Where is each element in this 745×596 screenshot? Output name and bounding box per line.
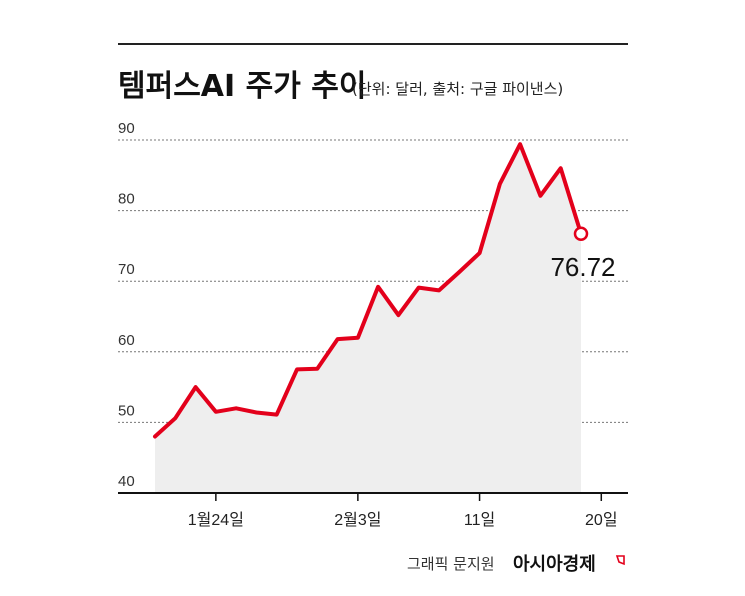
x-axis-ticks: 1월24일 2월3일 11일 20일: [188, 493, 618, 529]
area-fill: [155, 144, 581, 493]
chart-title: 템퍼스AI 주가 추이: [118, 69, 366, 104]
y-axis-ticks: 40 50 60 70 80 90: [118, 120, 135, 490]
last-point-marker: [573, 226, 589, 242]
x-tick-label: 1월24일: [188, 511, 244, 529]
series-line: [153, 142, 583, 439]
brand-logo-text: 아시아경제: [513, 554, 596, 575]
area-under-line: [155, 144, 581, 493]
x-tick-label: 2월3일: [334, 511, 381, 529]
x-tick-label: 20일: [585, 511, 618, 529]
unit-note: (단위: 달러, 출처: 구글 파이낸스): [352, 80, 563, 98]
last-value-label: 76.72: [550, 252, 615, 282]
y-tick-label: 90: [118, 120, 135, 137]
price-line: [153, 142, 589, 439]
y-tick-label: 70: [118, 261, 135, 278]
brand-logo-mark: [615, 555, 625, 566]
y-tick-label: 80: [118, 191, 135, 208]
y-tick-label: 60: [118, 332, 135, 349]
y-tick-label: 40: [118, 473, 135, 490]
x-tick-label: 11일: [464, 511, 495, 529]
graphic-credit: 그래픽 문지원: [407, 555, 495, 573]
y-tick-label: 50: [118, 402, 135, 419]
data-labels: 76.72: [550, 252, 615, 282]
